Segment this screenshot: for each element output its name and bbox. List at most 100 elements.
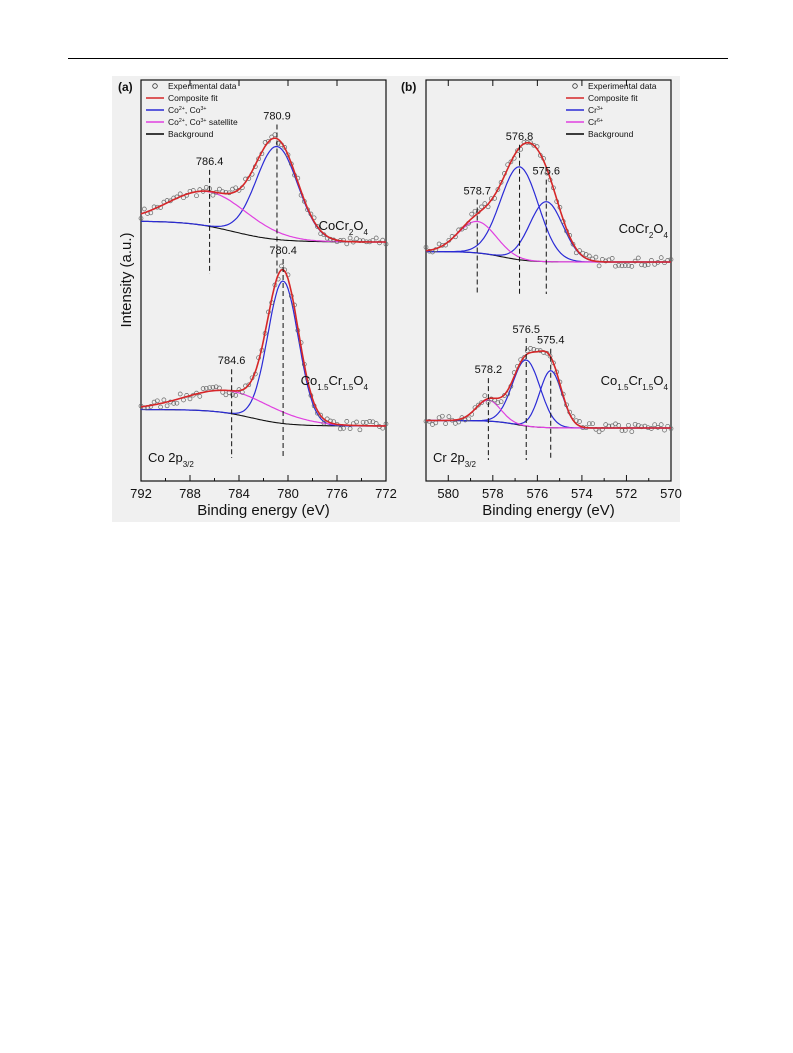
data-point bbox=[475, 402, 481, 408]
data-point bbox=[373, 421, 379, 426]
data-point bbox=[223, 392, 229, 398]
data-point bbox=[272, 132, 278, 138]
data-point bbox=[495, 400, 501, 406]
data-point bbox=[171, 401, 177, 406]
composite-fit-line bbox=[426, 350, 671, 429]
x-tick-label: 788 bbox=[179, 486, 201, 501]
data-point bbox=[217, 186, 222, 192]
data-point bbox=[629, 429, 635, 434]
data-point bbox=[344, 241, 350, 247]
peak-position-label: 578.2 bbox=[475, 364, 503, 376]
data-point bbox=[354, 236, 359, 241]
data-point bbox=[619, 263, 625, 269]
data-point bbox=[377, 240, 382, 246]
background-line bbox=[141, 408, 386, 427]
composite-fit-line bbox=[425, 141, 671, 263]
data-point bbox=[233, 393, 239, 398]
data-point bbox=[613, 263, 618, 269]
data-point bbox=[443, 421, 448, 426]
data-point bbox=[609, 256, 615, 261]
data-point bbox=[315, 224, 320, 229]
peak-position-label: 575.4 bbox=[537, 335, 565, 347]
sample-name-label: CoCr2O4 bbox=[319, 218, 369, 237]
data-point bbox=[373, 235, 379, 241]
data-point bbox=[479, 204, 484, 210]
data-point bbox=[161, 397, 167, 403]
sample-name-label: CoCr2O4 bbox=[619, 221, 669, 240]
data-point bbox=[469, 211, 475, 217]
peak-position-label: 575.6 bbox=[533, 166, 561, 178]
x-tick-label: 580 bbox=[437, 486, 459, 501]
data-point bbox=[596, 429, 602, 435]
data-point bbox=[498, 399, 504, 405]
data-point bbox=[344, 419, 350, 424]
data-point bbox=[603, 258, 609, 264]
data-point bbox=[341, 426, 346, 431]
data-point bbox=[230, 392, 235, 397]
data-point bbox=[360, 419, 366, 425]
data-point bbox=[357, 427, 363, 433]
legend-entry-label: Experimental data bbox=[588, 81, 657, 91]
peak-position-label: 576.8 bbox=[506, 131, 534, 143]
data-point bbox=[632, 258, 638, 264]
data-point bbox=[207, 385, 212, 391]
data-point bbox=[423, 244, 429, 250]
data-point bbox=[446, 414, 452, 419]
legend-entry-label: Cr6+ bbox=[588, 117, 603, 127]
data-point bbox=[482, 201, 488, 206]
legend-entry-label: Composite fit bbox=[168, 93, 218, 103]
data-point bbox=[141, 206, 147, 212]
x-tick-label: 792 bbox=[130, 486, 152, 501]
legend-entry-label: Co2+, Co3+ satellite bbox=[168, 117, 238, 127]
data-point bbox=[590, 421, 595, 427]
peak-position-label: 784.6 bbox=[218, 355, 246, 367]
data-point bbox=[482, 393, 488, 399]
legend-entry-label: Background bbox=[588, 129, 634, 139]
y-axis-label: Intensity (a.u.) bbox=[118, 232, 135, 327]
data-point bbox=[347, 426, 353, 431]
background-line bbox=[426, 250, 671, 263]
data-point bbox=[635, 255, 641, 261]
composite-fit-line bbox=[140, 137, 386, 243]
data-point bbox=[586, 421, 592, 427]
data-point bbox=[279, 263, 284, 269]
x-tick-label: 572 bbox=[616, 486, 638, 501]
core-level-label: Cr 2p3/2 bbox=[433, 450, 477, 469]
data-point bbox=[626, 422, 631, 428]
peak-position-label: 780.9 bbox=[263, 110, 291, 122]
data-point bbox=[626, 263, 631, 269]
data-point bbox=[524, 348, 530, 354]
peak-position-label: 576.5 bbox=[512, 324, 540, 336]
figure-background bbox=[112, 76, 680, 522]
data-point bbox=[203, 385, 209, 391]
page-header-rule bbox=[68, 58, 728, 59]
data-point bbox=[210, 192, 216, 198]
data-point bbox=[632, 421, 638, 427]
legend-marker bbox=[572, 83, 578, 89]
legend-marker bbox=[152, 83, 158, 89]
x-axis-label: Binding energy (eV) bbox=[197, 502, 330, 519]
data-point bbox=[423, 419, 429, 424]
data-point bbox=[321, 420, 327, 426]
peak-position-label: 780.4 bbox=[269, 245, 297, 257]
data-point bbox=[380, 425, 386, 431]
x-tick-label: 784 bbox=[228, 486, 250, 501]
x-tick-label: 576 bbox=[527, 486, 549, 501]
legend-entry-label: Experimental data bbox=[168, 81, 237, 91]
data-point bbox=[433, 420, 439, 426]
data-point bbox=[652, 422, 658, 428]
data-point bbox=[354, 419, 359, 425]
data-point bbox=[177, 391, 183, 397]
data-point bbox=[158, 404, 163, 410]
data-point bbox=[495, 187, 501, 192]
peak-position-label: 578.7 bbox=[463, 185, 491, 197]
panel-label: (b) bbox=[401, 80, 416, 94]
data-point bbox=[200, 386, 206, 391]
data-point bbox=[508, 159, 514, 165]
data-point bbox=[479, 400, 484, 406]
x-tick-label: 570 bbox=[660, 486, 682, 501]
data-point bbox=[177, 191, 183, 197]
data-point bbox=[596, 263, 602, 269]
data-point bbox=[233, 185, 239, 191]
